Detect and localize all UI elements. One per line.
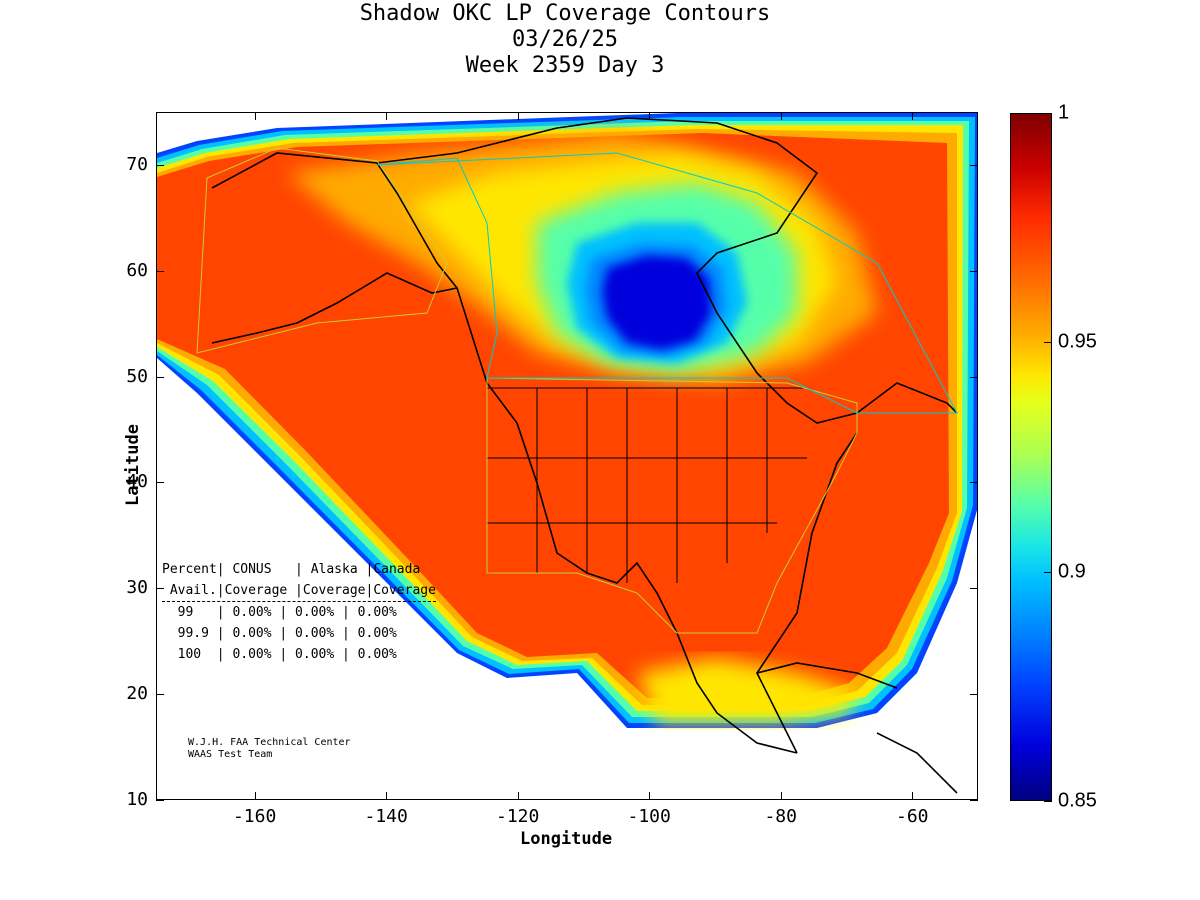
x-tick-mark (649, 112, 651, 120)
x-tick-mark (386, 792, 388, 800)
table-row: 100 | 0.00% | 0.00% | 0.00% (162, 647, 397, 662)
y-tick-mark (970, 482, 978, 484)
credit-line-2: WAAS Test Team (188, 749, 273, 760)
map-plot-area (156, 112, 978, 800)
x-tick-mark (780, 792, 782, 800)
x-tick-mark (386, 112, 388, 120)
y-tick-mark (156, 694, 164, 696)
chart-title: Shadow OKC LP Coverage Contours 03/26/25… (0, 0, 1130, 79)
x-tick-mark (254, 792, 256, 800)
x-tick-label: -60 (895, 806, 929, 827)
title-line-2: 03/26/25 (512, 27, 618, 52)
y-tick-mark (970, 800, 978, 801)
credit-text: W.J.H. FAA Technical Center WAAS Test Tea… (188, 737, 351, 761)
x-tick-label: -140 (364, 806, 408, 827)
canada-boundary (376, 152, 958, 414)
y-tick-mark (156, 164, 164, 166)
y-tick-label: 10 (126, 789, 148, 810)
y-tick-mark (156, 588, 164, 590)
coverage-contours (157, 113, 977, 728)
x-tick-mark (780, 112, 782, 120)
us-state-borders (487, 387, 807, 583)
x-axis-label: Longitude (520, 829, 613, 849)
table-header-1: Percent| CONUS | Alaska |Canada (162, 562, 421, 577)
x-tick-mark (649, 792, 651, 800)
x-tick-mark (912, 792, 914, 800)
x-tick-mark (912, 112, 914, 120)
x-tick-mark (517, 112, 519, 120)
title-line-3: Week 2359 Day 3 (465, 53, 665, 78)
x-tick-mark (517, 792, 519, 800)
x-tick-label: -160 (232, 806, 277, 827)
coverage-table: Percent| CONUS | Alaska |Canada Avail.|C… (162, 559, 436, 665)
colorbar-tick-mark (1044, 342, 1052, 344)
region-boundaries (196, 147, 858, 634)
y-tick-mark (156, 376, 164, 378)
table-row: 99 | 0.00% | 0.00% | 0.00% (162, 605, 397, 620)
colorbar (1010, 113, 1052, 801)
y-tick-mark (156, 800, 164, 801)
y-tick-label: 40 (126, 471, 148, 493)
y-axis-label: Latitude (123, 424, 143, 506)
colorbar-tick-label: 0.9 (1058, 560, 1086, 583)
table-header-2: Avail.|Coverage |Coverage|Coverage (162, 580, 436, 602)
y-tick-mark (970, 694, 978, 696)
y-tick-mark (156, 482, 164, 484)
y-tick-mark (970, 588, 978, 590)
coverage-map (157, 113, 977, 794)
title-line-1: Shadow OKC LP Coverage Contours (359, 1, 771, 26)
table-row: 99.9 | 0.00% | 0.00% | 0.00% (162, 626, 397, 641)
y-tick-label: 70 (126, 153, 148, 175)
colorbar-tick-label: 0.85 (1058, 789, 1097, 812)
credit-line-1: W.J.H. FAA Technical Center (188, 737, 351, 748)
y-tick-mark (970, 164, 978, 166)
y-tick-label: 30 (126, 577, 148, 599)
y-tick-label: 50 (126, 365, 148, 387)
y-tick-label: 20 (126, 683, 148, 705)
colorbar-tick-mark (1044, 113, 1052, 114)
colorbar-tick-mark (1044, 571, 1052, 573)
y-tick-label: 60 (126, 259, 148, 281)
colorbar-tick-mark (1044, 801, 1052, 802)
x-tick-mark (254, 112, 256, 120)
x-tick-label: -100 (627, 806, 671, 827)
x-tick-label: -80 (764, 806, 797, 827)
colorbar-tick-label: 0.95 (1058, 330, 1097, 353)
x-tick-label: -120 (495, 806, 540, 827)
colorbar-tick-label: 1 (1058, 101, 1070, 124)
y-tick-mark (156, 270, 164, 272)
y-tick-mark (970, 270, 978, 272)
y-tick-mark (970, 376, 978, 378)
